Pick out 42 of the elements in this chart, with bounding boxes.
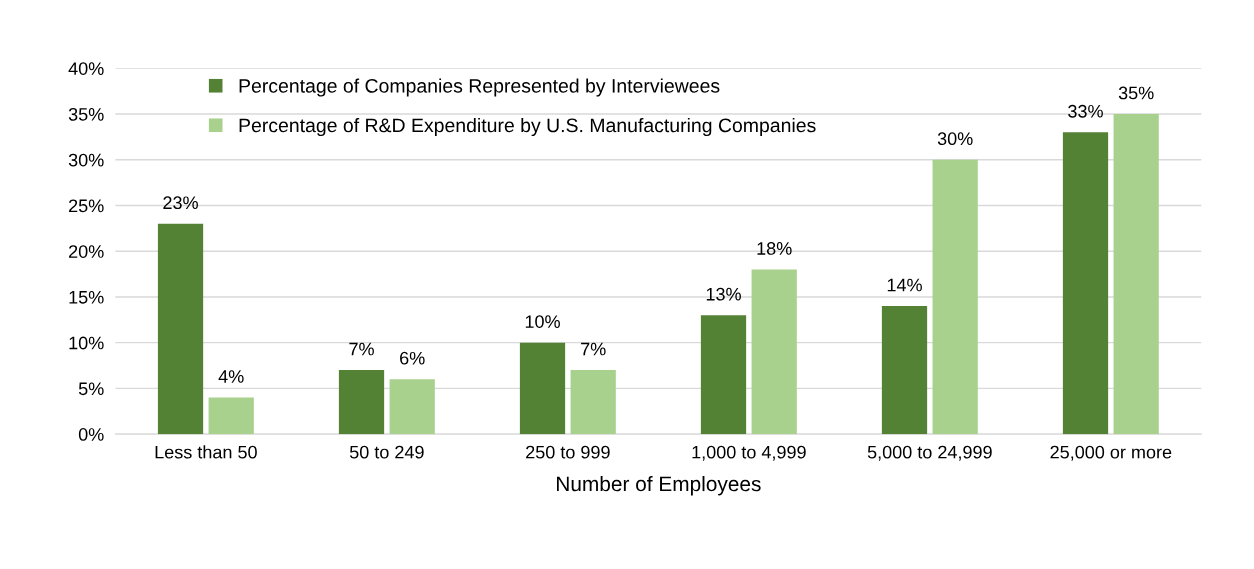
bar bbox=[338, 370, 385, 435]
data-label: 10% bbox=[525, 315, 560, 328]
data-label: 18% bbox=[757, 242, 792, 255]
data-label: 14% bbox=[887, 278, 922, 292]
legend-label: Percentage of R&D Expenditure by U.S. Manufacturing Companies bbox=[239, 117, 816, 137]
bar bbox=[700, 315, 747, 435]
data-label: 23% bbox=[163, 196, 198, 210]
data-label: 13% bbox=[706, 287, 741, 301]
bar bbox=[932, 159, 978, 435]
bar bbox=[570, 370, 616, 435]
y-tick-label: 20% bbox=[69, 245, 104, 258]
data-label: 6% bbox=[400, 351, 425, 365]
bar bbox=[1062, 132, 1109, 435]
bar bbox=[1113, 114, 1159, 435]
data-label: 4% bbox=[218, 370, 244, 383]
x-tick-label: Less than 50 bbox=[155, 445, 257, 459]
y-tick-label: 15% bbox=[69, 290, 104, 304]
legend-label: Percentage of Companies Represented by Interviewees bbox=[239, 78, 720, 97]
y-tick-label: 10% bbox=[69, 336, 104, 350]
y-tick-label: 40% bbox=[68, 62, 104, 75]
y-tick-label: 5% bbox=[78, 382, 104, 396]
data-label: 33% bbox=[1068, 104, 1103, 118]
y-tick-label: 35% bbox=[68, 107, 104, 121]
data-label: 7% bbox=[349, 342, 374, 356]
x-tick-label: 1,000 to 4,999 bbox=[692, 445, 806, 461]
data-label: 35% bbox=[1118, 86, 1154, 100]
x-tick-label: 5,000 to 24,999 bbox=[867, 445, 992, 461]
data-label: 30% bbox=[937, 132, 973, 146]
bar bbox=[157, 223, 204, 435]
bar bbox=[208, 397, 254, 435]
y-tick-label: 30% bbox=[68, 153, 104, 167]
bar bbox=[519, 342, 566, 435]
bar bbox=[389, 379, 435, 435]
x-tick-label: 50 to 249 bbox=[349, 445, 424, 459]
x-axis-title: Number of Employees bbox=[557, 475, 761, 496]
data-label: 7% bbox=[581, 342, 606, 356]
x-tick-label: 25,000 or more bbox=[1050, 445, 1172, 461]
y-tick-label: 25% bbox=[69, 199, 104, 213]
bar bbox=[881, 306, 928, 435]
x-tick-label: 250 to 999 bbox=[526, 445, 610, 459]
bar bbox=[751, 269, 797, 435]
y-tick-label: 0% bbox=[78, 428, 104, 441]
